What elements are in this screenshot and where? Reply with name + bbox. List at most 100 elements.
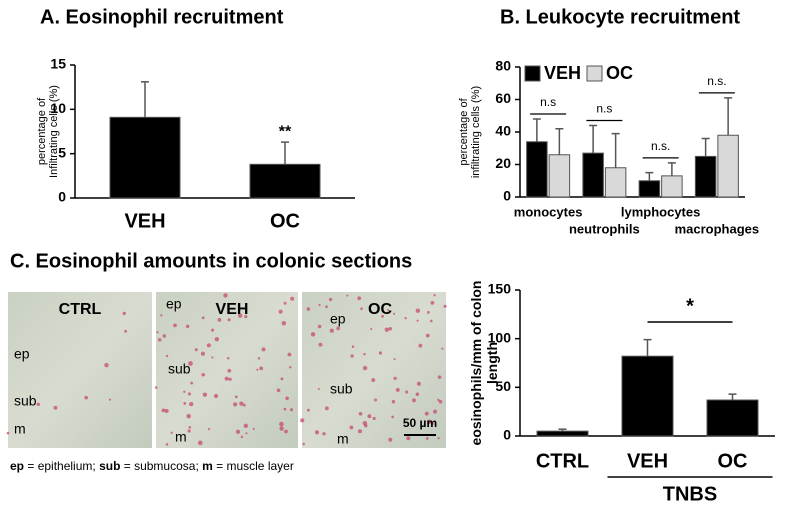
stain-dot	[381, 314, 384, 318]
stain-dot	[283, 301, 287, 305]
stain-dot	[430, 301, 435, 305]
y-axis-label-line: percentage of	[36, 97, 48, 165]
panel-title: C. Eosinophil amounts in colonic section…	[10, 250, 412, 272]
stain-dot	[289, 408, 294, 412]
significance-label: n.s	[540, 95, 556, 109]
significance-label: n.s	[596, 102, 612, 116]
stain-dot	[283, 407, 287, 411]
stain-dot	[302, 442, 305, 446]
stain-dot	[256, 368, 259, 371]
stain-dot	[201, 316, 205, 320]
bar	[694, 155, 717, 198]
bar	[661, 175, 683, 198]
stain-dot	[165, 354, 169, 358]
stain-dot	[367, 414, 372, 419]
stain-dot	[306, 307, 311, 311]
stain-dot	[276, 388, 281, 393]
bar	[717, 134, 739, 198]
stain-dot	[161, 408, 166, 413]
stain-dot	[187, 392, 192, 396]
stain-dot	[214, 394, 219, 399]
stain-dot	[438, 399, 443, 404]
stain-dot	[185, 324, 190, 329]
stain-dot	[226, 356, 230, 360]
stain-dot	[162, 334, 167, 338]
region-label: ep	[166, 296, 182, 312]
stain-dot	[329, 328, 334, 333]
stain-dot	[223, 293, 228, 298]
stain-dot	[200, 351, 205, 356]
stain-dot	[370, 327, 373, 331]
stain-dot	[437, 375, 442, 379]
stain-dot	[281, 320, 287, 326]
panel-label: VEH	[216, 301, 249, 318]
stain-dot	[183, 390, 186, 393]
stain-dot	[314, 430, 320, 435]
y-tick-label: 0	[58, 189, 66, 205]
bar	[548, 154, 571, 198]
stain-dot	[278, 309, 283, 314]
stain-dot	[395, 387, 400, 392]
legend-label: OC	[606, 63, 633, 83]
y-tick-label: 150	[488, 281, 512, 297]
stain-dot	[415, 308, 421, 313]
y-axis-label-line: infiltrating cells (%)	[470, 86, 482, 178]
stain-dot	[393, 358, 396, 361]
chart-title: A. Eosinophil recruitment	[40, 6, 284, 28]
histology-legend: ep = epithelium; sub = submucosa; m = mu…	[10, 459, 294, 473]
stain-dot	[261, 347, 266, 352]
stain-dot	[234, 395, 238, 399]
region-label: ep	[330, 311, 346, 327]
stain-dot	[349, 425, 354, 430]
stain-dot	[242, 403, 246, 407]
stain-dot	[364, 424, 368, 428]
stain-dot	[187, 429, 191, 433]
stain-dot	[211, 328, 215, 332]
legend-part: m	[202, 459, 213, 473]
y-axis-label: eosinophils/mm of colonlength	[468, 281, 500, 446]
stain-dot	[441, 347, 444, 350]
stain-dot	[363, 353, 366, 356]
stain-dot	[346, 294, 349, 297]
stain-dot	[156, 331, 159, 334]
stain-dot	[217, 318, 222, 322]
stain-dot	[443, 304, 447, 308]
stain-dot	[384, 327, 389, 332]
y-axis-label: percentage ofinfiltrating cells (%)	[458, 86, 482, 178]
significance-label: **	[279, 123, 292, 140]
stain-dot	[233, 402, 238, 407]
stain-dot	[386, 308, 390, 312]
x-tick-label: neutrophils	[569, 221, 640, 236]
stain-dot	[206, 343, 211, 348]
stain-dot	[207, 427, 211, 431]
stain-dot	[416, 381, 421, 386]
stain-dot	[391, 415, 394, 419]
stain-dot	[53, 405, 58, 410]
stain-dot	[405, 390, 409, 394]
y-tick-label: 5	[58, 144, 66, 160]
stain-dot	[416, 319, 419, 322]
stain-dot	[433, 409, 438, 414]
stain-dot	[424, 411, 429, 416]
stain-dot	[388, 326, 393, 331]
stain-dot	[244, 315, 248, 319]
stain-dot	[104, 362, 109, 368]
legend-part: sub	[99, 459, 120, 473]
stain-dot	[259, 366, 264, 371]
stain-dot	[227, 318, 231, 322]
stain-dot	[227, 368, 232, 373]
stain-dot	[108, 398, 112, 401]
stain-dot	[290, 296, 295, 301]
stain-dot	[411, 398, 416, 403]
y-tick-label: 80	[495, 58, 511, 74]
significance-label: n.s.	[651, 139, 670, 153]
legend-part: = epithelium;	[24, 459, 99, 473]
legend-swatch	[586, 65, 603, 82]
stain-dot	[322, 432, 326, 436]
stain-dot	[224, 376, 229, 381]
group-label: TNBS	[663, 483, 717, 505]
stain-dot	[336, 326, 340, 331]
stain-dot	[154, 386, 158, 389]
stain-dot	[243, 423, 248, 429]
